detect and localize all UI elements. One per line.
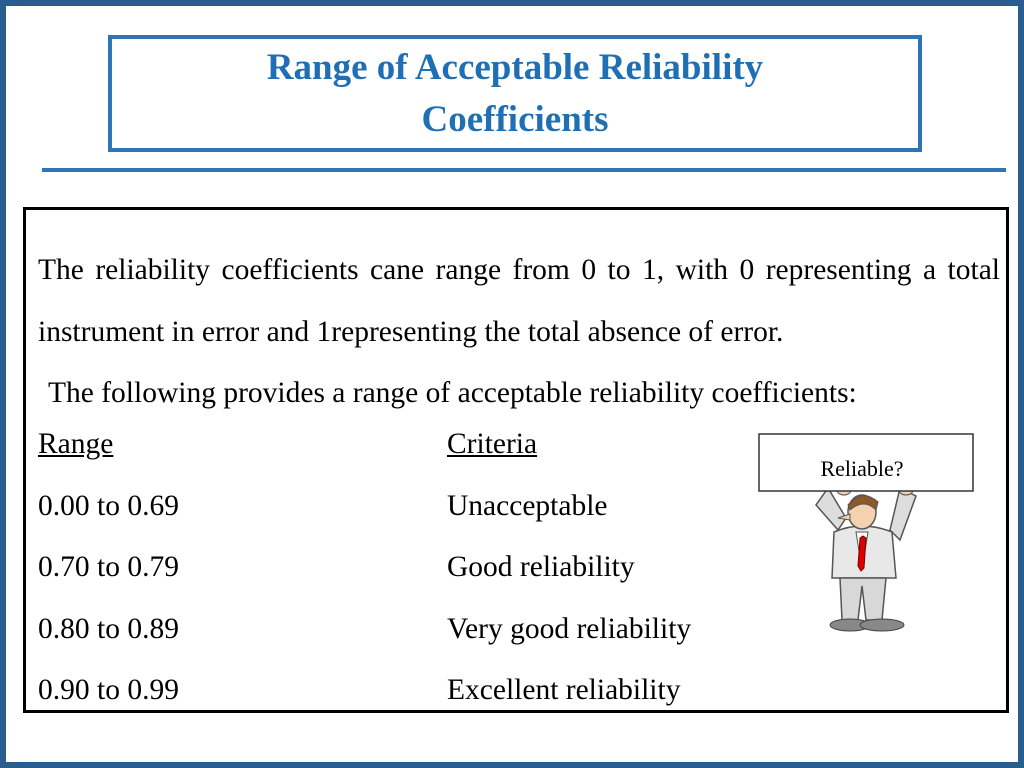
clipart-man: Reliable? (758, 433, 974, 632)
range-cell: 0.90 to 0.99 (38, 674, 179, 706)
criteria-cell: Excellent reliability (447, 674, 681, 706)
title-box: Range of Acceptable Reliability Coeffici… (108, 35, 922, 152)
content-box: The reliability coefficients cane range … (23, 207, 1009, 713)
divider (42, 168, 1006, 172)
range-cell: 0.00 to 0.69 (38, 490, 179, 522)
header-cell: Range (38, 428, 114, 460)
header-cell: Criteria (447, 428, 538, 460)
range-cell: 0.80 to 0.89 (38, 613, 179, 645)
intro-text: The reliability coefficients cane range … (38, 254, 1000, 348)
sign-text: Reliable? (820, 456, 903, 481)
lead-text: The following provides a range of accept… (48, 377, 857, 409)
title: Range of Acceptable Reliability Coeffici… (266, 46, 764, 140)
criteria-cell: Unacceptable (447, 490, 608, 522)
range-cell: 0.70 to 0.79 (38, 551, 179, 583)
criteria-cell: Good reliability (447, 551, 635, 583)
criteria-cell: Very good reliability (447, 613, 692, 645)
